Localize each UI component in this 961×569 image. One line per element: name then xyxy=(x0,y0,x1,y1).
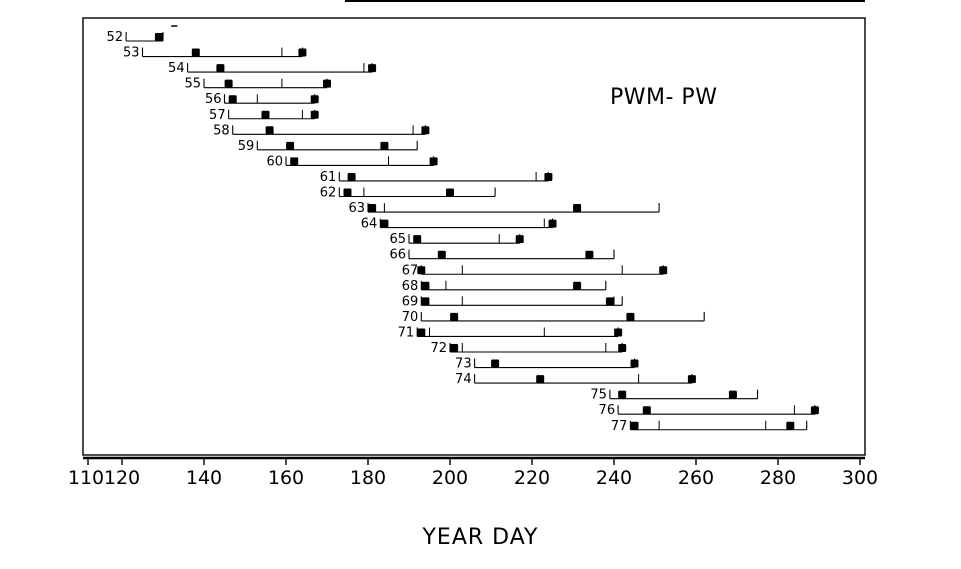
row-label: 72 xyxy=(430,341,447,356)
row-label: 58 xyxy=(213,123,230,138)
row-marker xyxy=(368,64,377,73)
row-label: 70 xyxy=(402,310,419,325)
row-marker xyxy=(224,79,233,88)
row-marker xyxy=(298,48,307,57)
row-marker xyxy=(491,359,500,368)
row-marker xyxy=(228,95,237,104)
row-marker xyxy=(421,297,430,306)
row-marker xyxy=(786,421,795,430)
row-label: 54 xyxy=(168,61,185,76)
row-marker xyxy=(216,64,225,73)
row-marker xyxy=(585,250,594,259)
row-label: 69 xyxy=(402,294,419,309)
row-marker xyxy=(154,33,163,41)
row-label: 57 xyxy=(209,108,226,123)
row-label: 64 xyxy=(361,217,378,232)
row-marker xyxy=(687,375,696,384)
x-tick-label: 280 xyxy=(760,467,796,489)
row-label: 56 xyxy=(205,92,222,107)
row-label: 55 xyxy=(184,77,201,92)
row-marker xyxy=(323,79,331,88)
x-tick-label: 160 xyxy=(268,467,304,489)
row-marker xyxy=(614,328,623,337)
row-marker xyxy=(421,126,430,135)
row-marker xyxy=(605,297,614,306)
row-label: 75 xyxy=(590,388,607,403)
row-label: 59 xyxy=(238,139,255,154)
x-tick-label: 260 xyxy=(678,467,714,489)
row-marker xyxy=(630,421,639,430)
row-marker xyxy=(810,406,819,415)
row-marker xyxy=(421,281,430,290)
row-marker xyxy=(368,204,377,213)
row-label: 74 xyxy=(455,372,472,387)
row-label: 68 xyxy=(402,279,419,294)
x-axis-label: YEAR DAY xyxy=(422,525,539,550)
x-tick-label: 120 xyxy=(104,467,140,489)
row-label: 62 xyxy=(320,186,337,201)
row-marker xyxy=(417,266,426,275)
chart-title: PWM- PW xyxy=(610,85,718,110)
row-marker xyxy=(261,110,270,119)
row-marker xyxy=(515,235,524,244)
x-tick-label: 220 xyxy=(514,467,550,489)
row-label: 73 xyxy=(455,357,472,372)
row-label: 52 xyxy=(107,30,124,45)
row-marker xyxy=(429,157,438,166)
row-marker xyxy=(728,390,737,399)
row-label: 77 xyxy=(611,419,628,434)
row-label: 65 xyxy=(389,232,406,247)
row-marker xyxy=(642,406,651,415)
row-marker xyxy=(573,204,582,213)
row-marker xyxy=(380,219,389,228)
x-tick-label: 200 xyxy=(432,467,468,489)
row-marker xyxy=(310,110,319,119)
row-label: 63 xyxy=(348,201,365,216)
row-marker xyxy=(417,328,426,337)
row-marker xyxy=(286,141,295,150)
row-marker xyxy=(413,235,422,244)
row-marker xyxy=(265,126,274,135)
row-marker xyxy=(536,375,545,384)
x-tick-label: 140 xyxy=(186,467,222,489)
top-rule xyxy=(345,0,865,2)
x-tick-label: 180 xyxy=(350,467,386,489)
row-marker xyxy=(659,266,668,275)
x-tick-label: 240 xyxy=(596,467,632,489)
row-marker xyxy=(626,312,635,321)
row-label: 61 xyxy=(320,170,337,185)
row-label: 53 xyxy=(123,46,140,61)
row-marker xyxy=(380,141,389,150)
plot-frame xyxy=(82,17,866,456)
row-label: 71 xyxy=(398,325,415,340)
row-marker xyxy=(618,390,627,399)
row-marker xyxy=(191,48,200,57)
row-marker xyxy=(548,219,557,228)
row-label: 67 xyxy=(402,263,419,278)
row-marker xyxy=(544,172,553,181)
row-label: 76 xyxy=(599,403,616,418)
row-marker xyxy=(347,172,356,181)
row-marker xyxy=(290,157,299,166)
row-marker xyxy=(310,95,319,104)
row-marker xyxy=(630,359,639,368)
row-marker xyxy=(343,188,352,197)
row-marker xyxy=(618,344,627,352)
row-marker xyxy=(437,250,446,259)
row-label: 60 xyxy=(266,154,283,169)
x-tick-label: 300 xyxy=(842,467,878,489)
row-marker xyxy=(446,188,454,197)
row-label: 66 xyxy=(389,248,406,263)
row-marker xyxy=(450,344,459,352)
row-marker xyxy=(573,281,582,290)
row-marker xyxy=(450,312,459,321)
x-tick-label: 110 xyxy=(68,467,104,489)
